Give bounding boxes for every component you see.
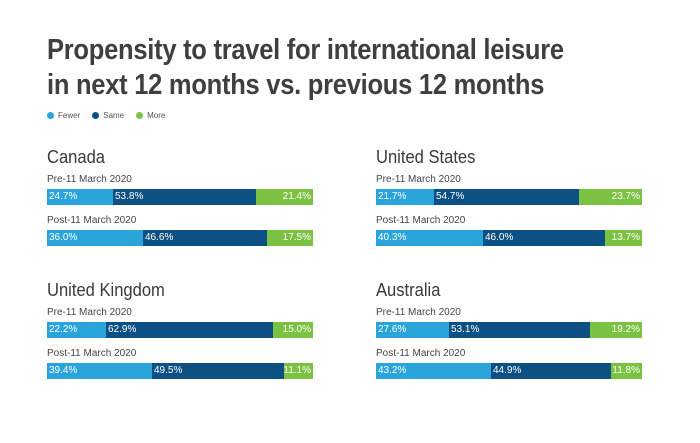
panel-title: Australia — [376, 280, 441, 300]
legend-swatch-fewer — [47, 112, 54, 119]
data-label-more: 15.0% — [282, 324, 311, 335]
bar-segment-fewer: 40.3% — [376, 230, 483, 246]
data-label-same: 54.7% — [436, 191, 465, 202]
data-label-same: 53.8% — [115, 191, 144, 202]
panel-australia: Australia Pre-11 March 2020 27.6% 53.1% 19.2… — [376, 279, 642, 379]
bar-segment-same: 54.7% — [434, 189, 579, 205]
bar-segment-more: 23.7% — [579, 189, 642, 205]
bar-group-pre: Pre-11 March 2020 21.7% 54.7% 23.7% — [376, 174, 642, 205]
bar-group-pre: Pre-11 March 2020 24.7% 53.8% 21.4% — [47, 174, 313, 205]
data-label-same: 46.0% — [485, 232, 514, 243]
stacked-bar: 40.3% 46.0% 13.7% — [376, 230, 642, 246]
data-label-fewer: 43.2% — [378, 365, 407, 376]
period-label: Pre-11 March 2020 — [47, 307, 132, 318]
legend-item-fewer: Fewer — [47, 111, 80, 120]
chart-title: Propensity to travel for international l… — [47, 33, 575, 103]
data-label-more: 13.7% — [611, 232, 640, 243]
legend-label-fewer: Fewer — [58, 111, 81, 120]
data-label-fewer: 27.6% — [378, 324, 407, 335]
data-label-fewer: 24.7% — [49, 191, 78, 202]
data-label-more: 11.8% — [612, 365, 640, 376]
bar-group-pre: Pre-11 March 2020 22.2% 62.9% 15.0% — [47, 307, 313, 338]
bar-segment-fewer: 27.6% — [376, 322, 449, 338]
data-label-same: 53.1% — [451, 324, 480, 335]
data-label-same: 46.6% — [145, 232, 174, 243]
stacked-bar: 36.0% 46.6% 17.5% — [47, 230, 313, 246]
bar-segment-more: 13.7% — [605, 230, 642, 246]
bar-segment-fewer: 39.4% — [47, 363, 152, 379]
bar-segment-same: 53.1% — [449, 322, 590, 338]
bar-segment-fewer: 22.2% — [47, 322, 106, 338]
bar-segment-more: 11.1% — [283, 363, 313, 379]
period-label: Post-11 March 2020 — [376, 348, 466, 359]
legend-item-more: More — [136, 111, 165, 120]
bar-segment-same: 53.8% — [113, 189, 256, 205]
bar-segment-more: 11.8% — [611, 363, 642, 379]
chart-title-line-2: in next 12 months vs. previous 12 months — [47, 69, 545, 101]
bar-segment-more: 17.5% — [267, 230, 313, 246]
data-label-more: 21.4% — [282, 191, 311, 202]
bar-segment-more: 15.0% — [273, 322, 313, 338]
stacked-bar: 21.7% 54.7% 23.7% — [376, 189, 642, 205]
bar-group-post: Post-11 March 2020 43.2% 44.9% 11.8% — [376, 348, 642, 379]
data-label-more: 19.2% — [611, 324, 640, 335]
bar-segment-more: 21.4% — [256, 189, 313, 205]
stacked-bar: 43.2% 44.9% 11.8% — [376, 363, 642, 379]
period-label: Pre-11 March 2020 — [47, 174, 132, 185]
bar-group-post: Post-11 March 2020 40.3% 46.0% 13.7% — [376, 215, 642, 246]
legend-item-same: Same — [92, 111, 124, 120]
panel-title: United States — [376, 147, 476, 167]
data-label-same: 62.9% — [108, 324, 137, 335]
period-label: Pre-11 March 2020 — [376, 307, 461, 318]
data-label-fewer: 21.7% — [378, 191, 407, 202]
bar-group-post: Post-11 March 2020 39.4% 49.5% 11.1% — [47, 348, 313, 379]
data-label-fewer: 36.0% — [49, 232, 78, 243]
bar-segment-fewer: 21.7% — [376, 189, 434, 205]
panel-canada: Canada Pre-11 March 2020 24.7% 53.8% 21.4% Po… — [47, 146, 313, 246]
legend-swatch-same — [92, 112, 100, 119]
bar-segment-same: 49.5% — [152, 363, 284, 379]
data-label-more: 23.7% — [611, 191, 640, 202]
data-label-fewer: 39.4% — [49, 365, 78, 376]
period-label: Pre-11 March 2020 — [376, 174, 461, 185]
data-label-fewer: 40.3% — [378, 232, 407, 243]
bar-group-post: Post-11 March 2020 36.0% 46.6% 17.5% — [47, 215, 313, 246]
legend: Fewer Same More — [47, 111, 177, 120]
stacked-bar: 24.7% 53.8% 21.4% — [47, 189, 313, 205]
period-label: Post-11 March 2020 — [47, 215, 137, 226]
stacked-bar: 39.4% 49.5% 11.1% — [47, 363, 313, 379]
bar-segment-fewer: 43.2% — [376, 363, 491, 379]
data-label-fewer: 22.2% — [49, 324, 78, 335]
legend-label-same: Same — [103, 111, 125, 120]
legend-label-more: More — [147, 111, 166, 120]
bar-segment-same: 46.0% — [483, 230, 605, 246]
legend-swatch-more — [136, 112, 144, 119]
panel-united-kingdom: United Kingdom Pre-11 March 2020 22.2% 62.9… — [47, 279, 313, 379]
data-label-same: 49.5% — [154, 365, 183, 376]
stacked-bar: 27.6% 53.1% 19.2% — [376, 322, 642, 338]
data-label-same: 44.9% — [493, 365, 522, 376]
bar-segment-same: 44.9% — [491, 363, 611, 379]
panel-title: Canada — [47, 147, 106, 167]
period-label: Post-11 March 2020 — [47, 348, 137, 359]
bar-segment-more: 19.2% — [590, 322, 642, 338]
panel-united-states: United States Pre-11 March 2020 21.7% 54.7%… — [376, 146, 642, 246]
bar-segment-same: 46.6% — [143, 230, 267, 246]
bar-group-pre: Pre-11 March 2020 27.6% 53.1% 19.2% — [376, 307, 642, 338]
data-label-more: 17.5% — [282, 232, 311, 243]
bar-segment-fewer: 24.7% — [47, 189, 113, 205]
data-label-more: 11.1% — [283, 365, 311, 376]
bar-segment-fewer: 36.0% — [47, 230, 143, 246]
stacked-bar: 22.2% 62.9% 15.0% — [47, 322, 313, 338]
panel-title: United Kingdom — [47, 280, 165, 300]
period-label: Post-11 March 2020 — [376, 215, 466, 226]
bar-segment-same: 62.9% — [106, 322, 273, 338]
chart-title-line-1: Propensity to travel for international l… — [47, 34, 564, 66]
